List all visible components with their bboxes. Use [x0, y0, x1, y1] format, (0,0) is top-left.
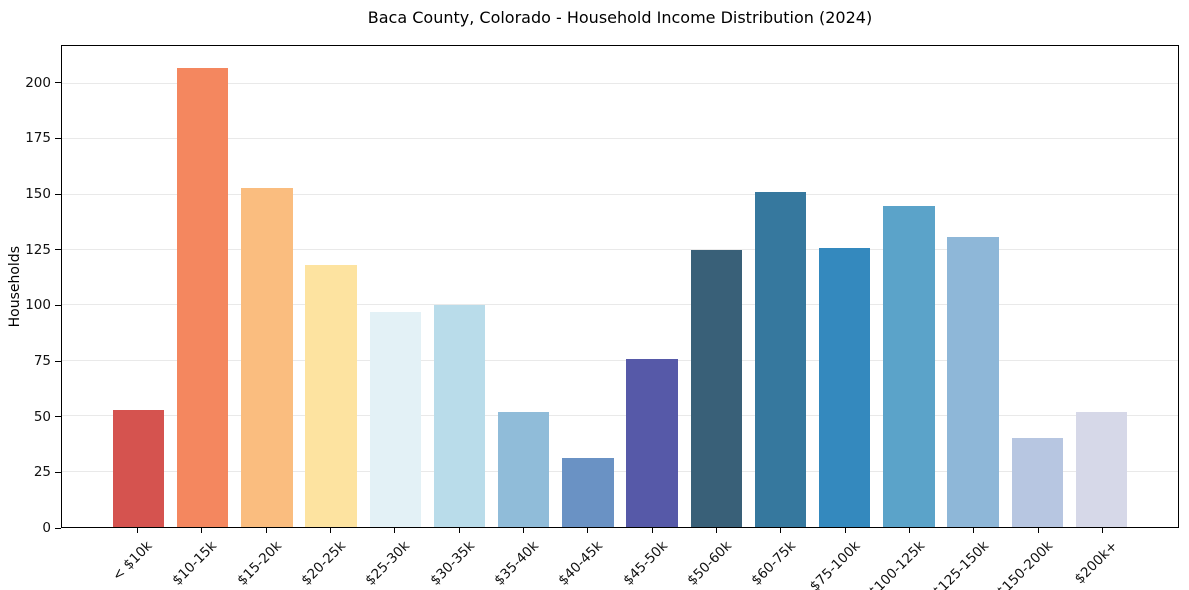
gridline	[62, 248, 1178, 250]
x-tick-label: $15-20k	[233, 538, 285, 589]
bar	[562, 458, 614, 527]
x-tick-mark	[265, 527, 267, 533]
bar	[690, 249, 742, 527]
x-tick-mark	[908, 527, 910, 533]
chart-title: Baca County, Colorado - Household Income…	[367, 8, 873, 27]
x-tick-mark	[844, 527, 846, 533]
y-tick-mark	[55, 193, 61, 195]
bar	[1011, 438, 1064, 527]
y-tick-mark	[55, 360, 61, 362]
bar	[754, 192, 807, 527]
bar	[883, 205, 935, 527]
y-tick-mark	[55, 471, 61, 473]
y-tick-mark	[55, 82, 61, 84]
gridline	[62, 138, 1178, 140]
plot-area	[61, 45, 1179, 528]
gridline	[62, 82, 1178, 84]
x-tick-mark	[1037, 527, 1039, 533]
x-tick-label: $30-35k	[426, 538, 478, 589]
x-tick-mark	[1101, 527, 1103, 533]
x-tick-label: $35-40k	[491, 538, 542, 589]
y-tick-mark	[55, 527, 61, 529]
x-tick-label: $40-45k	[555, 538, 607, 589]
gridline	[62, 193, 1178, 195]
bar	[819, 247, 871, 527]
y-tick-mark	[55, 416, 61, 418]
y-tick-label: 75	[33, 353, 51, 370]
x-tick-label: $100-125k	[864, 538, 928, 590]
y-tick-label: 150	[25, 186, 51, 203]
gridline	[62, 304, 1178, 306]
x-tick-mark	[651, 527, 653, 533]
x-tick-mark	[973, 527, 975, 533]
bar	[112, 409, 165, 527]
x-tick-mark	[394, 527, 396, 533]
y-tick-label: 175	[25, 130, 51, 147]
bar	[433, 305, 486, 527]
x-tick-label: $150-200k	[993, 538, 1057, 590]
bar	[176, 68, 229, 527]
x-tick-label: $10-15k	[169, 538, 221, 589]
y-tick-label: 200	[25, 74, 51, 91]
x-tick-mark	[201, 527, 203, 533]
y-tick-mark	[55, 137, 61, 139]
bar	[947, 236, 999, 527]
gridline	[62, 415, 1178, 417]
bar	[1075, 411, 1128, 527]
y-tick-label: 25	[33, 464, 51, 481]
x-tick-mark	[715, 527, 717, 533]
y-tick-label: 50	[33, 408, 51, 425]
bar	[241, 187, 293, 527]
x-tick-label: $25-30k	[362, 538, 414, 589]
x-tick-label: $200k+	[1071, 538, 1121, 588]
x-tick-mark	[587, 527, 589, 533]
x-tick-mark	[458, 527, 460, 533]
gridline	[62, 470, 1178, 472]
bar	[305, 265, 357, 527]
x-tick-mark	[780, 527, 782, 533]
x-tick-mark	[330, 527, 332, 533]
gridline	[62, 359, 1178, 361]
y-tick-label: 100	[25, 297, 51, 314]
y-tick-label: 125	[25, 241, 51, 258]
bar	[497, 411, 550, 527]
bar	[369, 312, 421, 527]
y-axis-label: Households	[7, 45, 23, 528]
x-tick-label: $125-150k	[929, 538, 993, 590]
x-tick-label: < $10k	[109, 538, 156, 585]
y-tick-mark	[55, 249, 61, 251]
x-tick-label: $75-100k	[806, 538, 864, 590]
x-tick-label: $60-75k	[748, 538, 800, 589]
bar	[626, 358, 678, 527]
x-tick-label: $50-60k	[684, 538, 735, 589]
x-tick-mark	[523, 527, 524, 533]
x-tick-label: $20-25k	[298, 538, 349, 589]
x-tick-mark	[137, 527, 139, 533]
y-tick-label: 0	[42, 520, 51, 536]
y-axis-label-text: Households	[7, 245, 23, 328]
y-tick-mark	[55, 304, 61, 306]
x-tick-label: $45-50k	[619, 538, 671, 589]
